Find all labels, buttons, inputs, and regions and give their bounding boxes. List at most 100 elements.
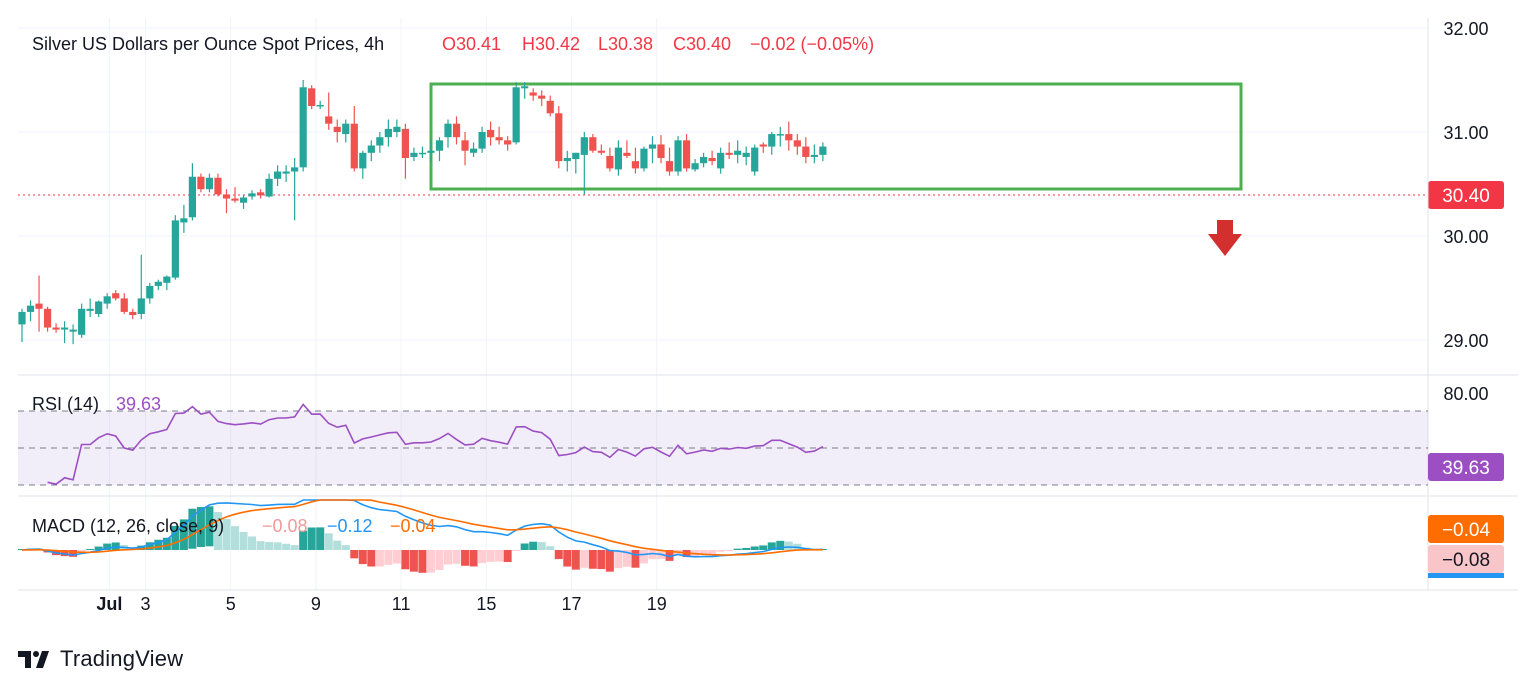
candle <box>461 132 469 166</box>
candle <box>325 92 333 130</box>
macd-hist-bar <box>171 525 180 550</box>
candle-body <box>239 197 248 203</box>
macd-hist-bar <box>358 550 367 565</box>
macd-hist-bar <box>375 550 384 567</box>
candle <box>674 136 682 176</box>
candle <box>563 150 571 172</box>
candle-body <box>802 146 810 157</box>
candle-body <box>487 129 495 138</box>
candle <box>376 132 384 153</box>
time-axis[interactable]: Jul 3 5 9 11 15 17 19 <box>96 594 666 614</box>
candle <box>69 324 77 345</box>
candle-body <box>342 123 350 135</box>
candle-body <box>18 311 26 325</box>
candle-body <box>333 126 341 132</box>
candle-body <box>521 86 529 89</box>
candle-body <box>78 308 86 335</box>
candle <box>487 121 495 146</box>
macd-hist-bar <box>435 550 444 570</box>
time-tick-label: 9 <box>311 594 321 614</box>
price-chart[interactable]: Silver US Dollars per Ounce Spot Prices,… <box>0 0 1536 640</box>
candle-body <box>623 152 631 156</box>
candle <box>163 275 171 291</box>
time-tick-label: 11 <box>392 594 411 614</box>
macd-hist-bar <box>529 541 538 550</box>
candle <box>734 140 742 164</box>
candle-body <box>282 171 290 174</box>
candle <box>529 88 537 101</box>
macd-hist-bar <box>461 550 470 566</box>
candle-body <box>682 140 691 169</box>
rsi-pane[interactable]: RSI (14) 39.63 80.00 39.63 <box>18 384 1504 486</box>
candle-body <box>393 126 401 132</box>
candle-body <box>546 100 554 114</box>
candle <box>512 82 520 145</box>
candle <box>308 85 316 110</box>
price-tick-label: 29.00 <box>1443 331 1488 351</box>
candle-body <box>768 134 776 147</box>
legend-low: L30.38 <box>598 34 653 54</box>
legend-high: H30.42 <box>522 34 580 54</box>
candle-body <box>495 137 503 141</box>
price-tick-label: 31.00 <box>1443 123 1488 143</box>
candle-body <box>137 298 145 314</box>
candle-body <box>452 123 461 138</box>
candle-body <box>222 194 231 199</box>
macd-line-badge-edge <box>1428 573 1504 578</box>
time-tick-label: Jul <box>96 594 122 614</box>
macd-hist-bar <box>392 550 401 564</box>
candle <box>188 163 196 221</box>
macd-hist-bar <box>341 545 350 550</box>
time-tick-label: 15 <box>476 594 496 614</box>
macd-hist-bar <box>60 550 69 557</box>
macd-hist-bar <box>145 542 154 550</box>
signal-line <box>21 499 823 556</box>
candle-body <box>418 152 427 155</box>
candle <box>52 323 60 333</box>
candle <box>154 279 162 291</box>
candle-body <box>700 156 708 164</box>
candle <box>222 189 231 214</box>
candle <box>700 152 708 168</box>
candle <box>427 140 435 162</box>
candle <box>197 173 205 193</box>
candle <box>444 119 452 148</box>
macd-hist-bar <box>256 541 265 550</box>
candle <box>623 140 631 158</box>
candle <box>384 119 392 147</box>
candle <box>401 123 409 179</box>
macd-hist-bar <box>188 508 197 549</box>
candle-body <box>572 152 580 160</box>
candle <box>248 190 256 200</box>
candle-body <box>61 327 69 330</box>
candle <box>103 293 111 309</box>
macd-hist-bar <box>282 543 291 550</box>
tradingview-logo[interactable]: TradingView <box>18 646 183 672</box>
candle-body <box>112 293 120 299</box>
candle <box>606 147 614 172</box>
candle-body <box>751 147 759 172</box>
macd-pane[interactable]: MACD (12, 26, close, 9) −0.08 −0.12 −0.0… <box>18 499 1504 578</box>
candle-body <box>188 176 196 218</box>
candle-body <box>376 137 384 146</box>
candle <box>120 293 128 314</box>
legend-close: C30.40 <box>673 34 731 54</box>
macd-hist-bar <box>333 540 342 550</box>
range-box <box>429 82 1243 191</box>
candle-body <box>631 161 640 169</box>
candle-body <box>367 145 375 153</box>
candle-body <box>785 134 793 141</box>
price-pane[interactable] <box>18 80 1428 345</box>
candle-body <box>648 144 657 149</box>
candle <box>316 100 324 110</box>
price-axis[interactable]: 32.00 31.00 30.00 29.00 <box>1443 19 1488 351</box>
macd-hist-bar <box>222 519 231 550</box>
macd-hist-bar <box>94 546 103 550</box>
macd-hist-bar <box>725 550 734 551</box>
rsi-line <box>47 403 824 485</box>
candle-body <box>589 137 597 151</box>
candle <box>231 187 239 203</box>
macd-hist-bar <box>273 542 282 550</box>
macd-hist-bar <box>767 542 776 550</box>
rsi-label: RSI (14) <box>32 394 99 414</box>
